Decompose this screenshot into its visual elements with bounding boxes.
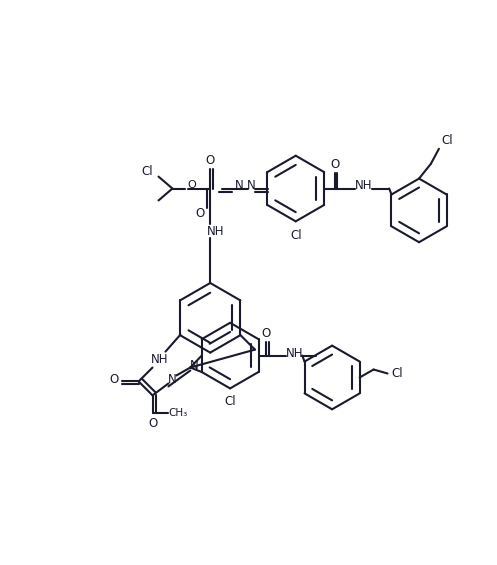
Text: Cl: Cl <box>224 395 236 408</box>
Text: Cl: Cl <box>290 229 302 242</box>
Text: O: O <box>262 327 271 340</box>
Text: Cl: Cl <box>441 134 453 147</box>
Text: NH: NH <box>354 179 372 192</box>
Text: NH: NH <box>206 225 224 238</box>
Text: N: N <box>235 179 244 192</box>
Text: O: O <box>109 373 118 386</box>
Text: O: O <box>187 180 196 189</box>
Text: O: O <box>148 417 157 430</box>
Text: N: N <box>190 359 199 372</box>
Text: N: N <box>247 179 255 192</box>
Text: O: O <box>206 154 215 167</box>
Text: O: O <box>196 207 205 220</box>
Text: Cl: Cl <box>392 367 403 380</box>
Text: Cl: Cl <box>142 165 154 178</box>
Text: CH₃: CH₃ <box>168 408 188 418</box>
Text: NH: NH <box>286 347 303 360</box>
Text: N: N <box>168 373 177 386</box>
Text: NH: NH <box>151 353 168 366</box>
Text: O: O <box>330 158 339 171</box>
